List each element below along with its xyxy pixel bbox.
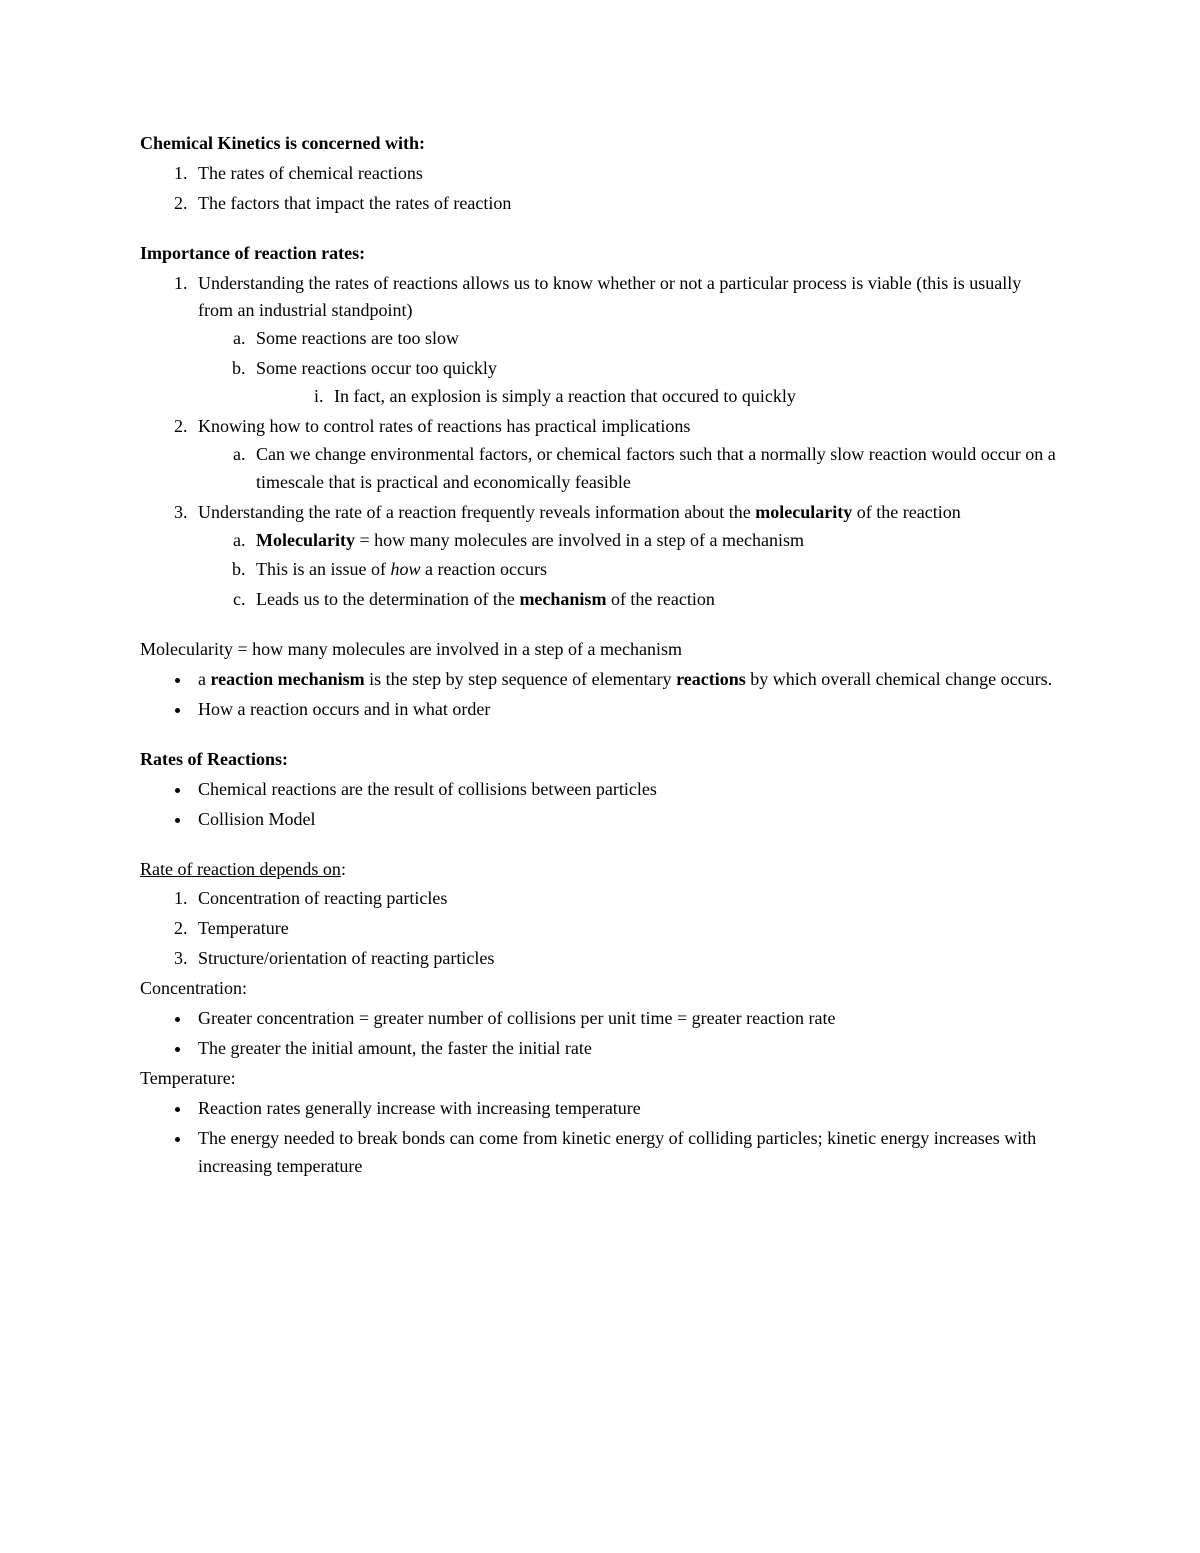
bold-text: reaction mechanism <box>211 669 365 689</box>
heading-chemical-kinetics: Chemical Kinetics is concerned with: <box>140 130 1060 158</box>
list-item: Can we change environmental factors, or … <box>250 441 1060 497</box>
list-item: Understanding the rate of a reaction fre… <box>192 499 1060 615</box>
text: of the reaction <box>606 589 714 609</box>
sublist: In fact, an explosion is simply a reacti… <box>256 383 1060 411</box>
sublist: Molecularity = how many molecules are in… <box>198 527 1060 615</box>
list-item: Temperature <box>192 915 1060 943</box>
list-item: Some reactions are too slow <box>250 325 1060 353</box>
list-rate-depends-on: Concentration of reacting particles Temp… <box>140 885 1060 973</box>
list-concentration: Greater concentration = greater number o… <box>140 1005 1060 1063</box>
text: : <box>341 859 346 879</box>
list-item: How a reaction occurs and in what order <box>192 696 1060 724</box>
list-item: Collision Model <box>192 806 1060 834</box>
heading-concentration: Concentration: <box>140 975 1060 1003</box>
list-item: Concentration of reacting particles <box>192 885 1060 913</box>
list-chemical-kinetics: The rates of chemical reactions The fact… <box>140 160 1060 218</box>
text: Knowing how to control rates of reaction… <box>198 416 690 436</box>
heading-rate-depends-on: Rate of reaction depends on: <box>140 856 1060 884</box>
list-item: In fact, an explosion is simply a reacti… <box>328 383 1060 411</box>
heading-rates-of-reactions: Rates of Reactions: <box>140 746 1060 774</box>
list-item: The factors that impact the rates of rea… <box>192 190 1060 218</box>
text: Leads us to the determination of the <box>256 589 519 609</box>
sublist: Can we change environmental factors, or … <box>198 441 1060 497</box>
list-item: Molecularity = how many molecules are in… <box>250 527 1060 555</box>
list-item: Structure/orientation of reacting partic… <box>192 945 1060 973</box>
list-item: This is an issue of how a reaction occur… <box>250 556 1060 584</box>
list-rates-of-reactions: Chemical reactions are the result of col… <box>140 776 1060 834</box>
list-item: Understanding the rates of reactions all… <box>192 270 1060 411</box>
text: Understanding the rates of reactions all… <box>198 273 1021 321</box>
list-molecularity: a reaction mechanism is the step by step… <box>140 666 1060 724</box>
list-item: a reaction mechanism is the step by step… <box>192 666 1060 694</box>
text: by which overall chemical change occurs. <box>746 669 1052 689</box>
bold-text: reactions <box>676 669 746 689</box>
text: Understanding the rate of a reaction fre… <box>198 502 755 522</box>
text: Some reactions occur too quickly <box>256 358 497 378</box>
list-item: Knowing how to control rates of reaction… <box>192 413 1060 497</box>
underline-text: Rate of reaction depends on <box>140 859 341 879</box>
text: is the step by step sequence of elementa… <box>365 669 676 689</box>
bold-text: mechanism <box>519 589 606 609</box>
list-item: Leads us to the determination of the mec… <box>250 586 1060 614</box>
list-temperature: Reaction rates generally increase with i… <box>140 1095 1060 1181</box>
list-item: The rates of chemical reactions <box>192 160 1060 188</box>
heading-importance: Importance of reaction rates: <box>140 240 1060 268</box>
para-molecularity: Molecularity = how many molecules are in… <box>140 636 1060 664</box>
list-item: Chemical reactions are the result of col… <box>192 776 1060 804</box>
sublist: Some reactions are too slow Some reactio… <box>198 325 1060 411</box>
list-item: The greater the initial amount, the fast… <box>192 1035 1060 1063</box>
list-item: Greater concentration = greater number o… <box>192 1005 1060 1033</box>
list-importance: Understanding the rates of reactions all… <box>140 270 1060 615</box>
text: a <box>198 669 211 689</box>
list-item: The energy needed to break bonds can com… <box>192 1125 1060 1181</box>
text: = how many molecules are involved in a s… <box>355 530 804 550</box>
text: This is an issue of <box>256 559 391 579</box>
text: a reaction occurs <box>421 559 547 579</box>
list-item: Reaction rates generally increase with i… <box>192 1095 1060 1123</box>
text: of the reaction <box>852 502 960 522</box>
list-item: Some reactions occur too quickly In fact… <box>250 355 1060 411</box>
heading-temperature: Temperature: <box>140 1065 1060 1093</box>
italic-text: how <box>391 559 421 579</box>
bold-text: Molecularity <box>256 530 355 550</box>
bold-text: molecularity <box>755 502 852 522</box>
